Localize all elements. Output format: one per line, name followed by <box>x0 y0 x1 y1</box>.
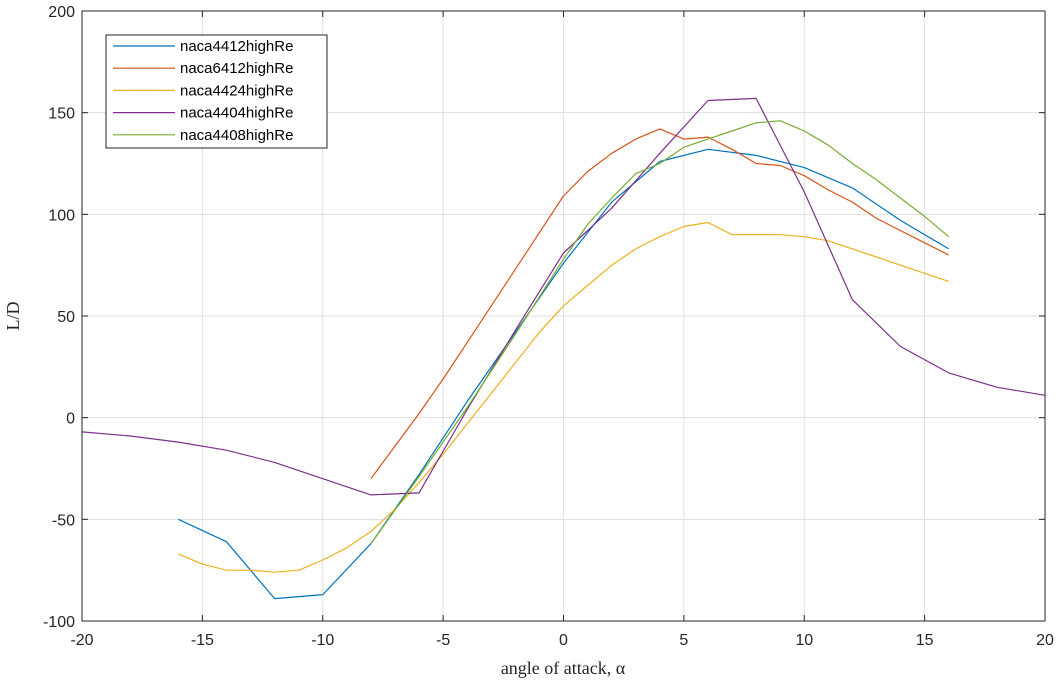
x-tick-labels: -20 -15 -10 -5 0 5 10 15 20 <box>70 632 1054 649</box>
x-tick-label: 15 <box>916 632 934 649</box>
y-tick-label: -100 <box>43 614 75 631</box>
x-axis-label: angle of attack, α <box>501 658 626 678</box>
legend-box <box>105 34 328 149</box>
legend-label-naca4412highre: naca4412highRe <box>180 38 293 55</box>
series-line-naca4404highre <box>81 97 1046 496</box>
legend-label-naca4424highre: naca4424highRe <box>180 82 293 99</box>
x-tick-label: -20 <box>70 632 93 649</box>
x-tick-label: 20 <box>1036 632 1054 649</box>
y-tick-label: 200 <box>48 4 75 21</box>
axis-ticks <box>81 10 1046 622</box>
series-line-naca4412highre <box>178 148 950 600</box>
y-tick-label: 0 <box>66 411 75 428</box>
series-lines <box>81 97 1046 600</box>
series-line-naca4408highre <box>370 120 950 545</box>
x-tick-label: 10 <box>795 632 813 649</box>
y-tick-label: -50 <box>52 512 75 529</box>
x-tick-label: 0 <box>559 632 568 649</box>
series-line-naca4424highre <box>178 221 949 573</box>
legend-label-naca4404highre: naca4404highRe <box>180 105 293 122</box>
y-tick-labels: -100 -50 0 50 100 150 200 <box>43 4 75 631</box>
y-axis-label: L/D <box>3 302 23 331</box>
series-line-naca6412highre <box>370 128 949 480</box>
y-tick-label: 150 <box>48 106 75 123</box>
x-tick-label: -5 <box>436 632 450 649</box>
legend-label-naca4408highre: naca4408highRe <box>180 127 293 144</box>
x-tick-label: -10 <box>311 632 334 649</box>
x-tick-label: -15 <box>191 632 214 649</box>
legend-label-naca6412highre: naca6412highRe <box>180 60 293 77</box>
legend: naca4412highRe naca6412highRe naca4424high… <box>105 34 328 149</box>
y-tick-label: 100 <box>48 207 75 224</box>
y-tick-label: 50 <box>57 309 75 326</box>
x-tick-label: 5 <box>679 632 688 649</box>
